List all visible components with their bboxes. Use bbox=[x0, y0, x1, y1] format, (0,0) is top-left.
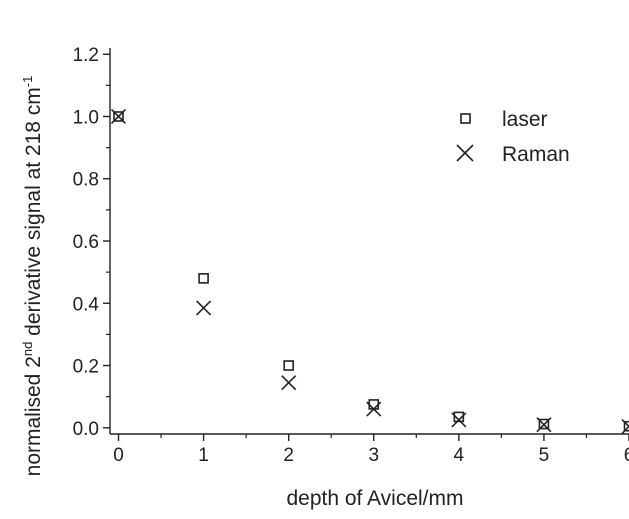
y-tick-label: 0.8 bbox=[73, 170, 99, 191]
y-tick-label: 1.2 bbox=[73, 45, 99, 66]
y-axis-title-middle: derivative signal at 218 cm bbox=[22, 87, 45, 341]
x-axis-ticks: 0 1 2 3 4 5 6 bbox=[113, 434, 629, 466]
point-raman bbox=[536, 417, 552, 433]
y-axis-title-prefix: normalised 2 bbox=[22, 356, 45, 476]
legend-label-laser: laser bbox=[502, 108, 548, 131]
point-laser bbox=[283, 360, 294, 371]
y-tick-label: 0.0 bbox=[73, 419, 99, 440]
point-laser bbox=[113, 111, 124, 122]
point-laser bbox=[198, 273, 209, 284]
y-tick-label: 0.6 bbox=[73, 232, 99, 253]
point-raman bbox=[451, 412, 467, 428]
x-axis-title: depth of Avicel/mm bbox=[286, 487, 463, 510]
point-laser bbox=[623, 420, 629, 432]
x-tick-label: 4 bbox=[454, 445, 465, 466]
point-raman bbox=[281, 375, 297, 391]
legend: laser Raman bbox=[456, 108, 570, 166]
x-tick-label: 5 bbox=[539, 445, 550, 466]
y-axis-title: normalised 2nd derivative signal at 218 … bbox=[20, 76, 45, 477]
y-tick-label: 1.0 bbox=[73, 107, 99, 128]
axes bbox=[109, 48, 629, 435]
x-tick-label: 0 bbox=[113, 445, 124, 466]
point-raman bbox=[110, 108, 127, 125]
x-tick-label: 1 bbox=[198, 445, 209, 466]
point-laser bbox=[453, 411, 465, 423]
x-tick-label: 3 bbox=[368, 445, 379, 466]
point-raman bbox=[196, 300, 212, 316]
legend-label-raman: Raman bbox=[502, 143, 570, 166]
x-tick-label: 2 bbox=[283, 445, 294, 466]
point-raman bbox=[366, 401, 382, 417]
data-points bbox=[110, 108, 629, 435]
legend-marker-raman bbox=[456, 144, 474, 162]
point-laser bbox=[368, 399, 380, 410]
point-raman bbox=[621, 418, 629, 435]
y-tick-label: 0.2 bbox=[73, 357, 99, 378]
point-laser bbox=[538, 418, 550, 430]
y-axis-title-superscript-unit: -1 bbox=[20, 76, 35, 88]
y-axis-ticks: 0.0 0.2 0.4 0.6 0.8 1.0 1.2 bbox=[73, 45, 110, 440]
legend-marker-laser bbox=[460, 113, 471, 124]
y-tick-label: 0.4 bbox=[73, 294, 100, 315]
y-axis-title-superscript-nd: nd bbox=[20, 342, 35, 356]
x-tick-label: 6 bbox=[624, 445, 629, 466]
